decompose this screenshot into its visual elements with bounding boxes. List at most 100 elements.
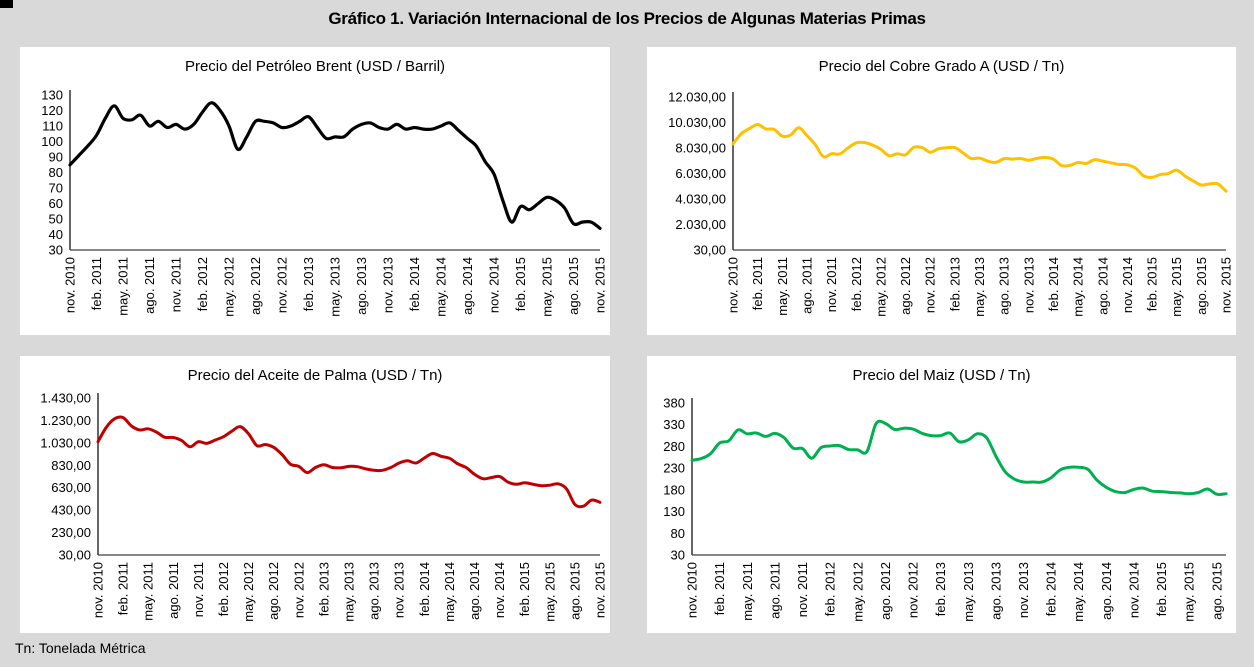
- x-tick-label: may. 2013: [961, 562, 976, 622]
- y-tick-label: 630,00: [51, 480, 91, 495]
- x-tick-label: may. 2012: [873, 257, 888, 317]
- x-tick-label: nov. 2013: [1021, 257, 1036, 313]
- x-tick-label: may. 2012: [241, 562, 256, 622]
- y-tick-label: 430,00: [51, 503, 91, 518]
- x-tick-label: feb. 2011: [116, 562, 131, 615]
- x-tick-label: nov. 2011: [191, 562, 206, 617]
- y-tick-label: 830,00: [51, 458, 91, 473]
- x-tick-label: nov. 2012: [291, 562, 306, 618]
- palma-chart-panel: Precio del Aceite de Palma (USD / Tn) 1.…: [20, 356, 610, 633]
- brent-chart-title: Precio del Petróleo Brent (USD / Barril): [184, 58, 446, 75]
- maiz-chart-title: Precio del Maiz (USD / Tn): [852, 367, 1031, 384]
- x-tick-label: feb. 2014: [1046, 257, 1061, 311]
- maiz-chart-panel: Precio del Maiz (USD / Tn) 380 330 280 230 1…: [647, 356, 1236, 633]
- x-tick-label: may. 2014: [1071, 562, 1086, 622]
- x-tick-label: nov. 2011: [169, 257, 184, 312]
- y-tick-label: 330: [663, 417, 685, 432]
- x-tick-label: may. 2015: [540, 257, 555, 317]
- x-tick-label: ago. 2011: [800, 257, 815, 314]
- x-tick-label: ago. 2013: [367, 562, 382, 620]
- x-tick-label: ago. 2015: [1194, 257, 1209, 315]
- x-tick-label: feb. 2011: [750, 257, 765, 310]
- x-tick-label: feb. 2014: [1044, 562, 1059, 616]
- x-tick-label: nov. 2015: [593, 257, 608, 313]
- x-tick-label: feb. 2015: [1154, 562, 1169, 616]
- y-tick-label: 4.030,00: [675, 192, 726, 207]
- y-tick-label: 230: [663, 461, 685, 476]
- y-tick-label: 180: [663, 482, 685, 497]
- x-tick-label: nov. 2012: [923, 257, 938, 313]
- y-tick-label: 6.030,00: [675, 166, 726, 181]
- x-tick-label: nov. 2014: [487, 257, 502, 313]
- x-tick-label: may. 2011: [141, 562, 156, 621]
- x-tick-label: feb. 2015: [1145, 257, 1160, 311]
- x-tick-label: feb. 2013: [316, 562, 331, 616]
- x-tick-label: ago. 2013: [988, 562, 1003, 620]
- x-tick-label: ago. 2012: [898, 257, 913, 315]
- y-tick-label: 30,00: [58, 548, 91, 563]
- y-tick-label: 110: [42, 119, 63, 134]
- x-tick-label: may. 2011: [775, 257, 790, 316]
- y-tick-label: 70: [49, 181, 63, 196]
- x-tick-label: ago. 2013: [997, 257, 1012, 315]
- x-tick-label: ago. 2015: [1209, 562, 1224, 620]
- x-tick-label: nov. 2010: [685, 562, 700, 618]
- y-tick-label: 80: [671, 526, 685, 541]
- y-tick-label: 100: [41, 134, 63, 149]
- y-tick-label: 1.230,00: [40, 413, 91, 428]
- y-tick-label: 2.030,00: [675, 217, 726, 232]
- y-tick-label: 1.030,00: [40, 435, 91, 450]
- x-tick-label: may. 2014: [442, 562, 457, 622]
- x-tick-label: nov. 2015: [593, 562, 608, 618]
- x-tick-label: nov. 2013: [392, 562, 407, 618]
- screenshot-corner-artifact: [0, 0, 13, 8]
- x-tick-label: ago. 2013: [354, 257, 369, 315]
- x-tick-label: nov. 2010: [63, 257, 78, 313]
- x-tick-label: nov. 2010: [91, 562, 106, 618]
- brent-chart-panel: Precio del Petróleo Brent (USD / Barril)…: [20, 47, 610, 335]
- x-tick-label: ago. 2011: [166, 562, 181, 619]
- y-tick-label: 280: [663, 439, 685, 454]
- palma-data-line: [96, 415, 602, 509]
- maiz-data-line: [690, 419, 1228, 496]
- x-tick-label: feb. 2015: [513, 257, 528, 311]
- x-tick-label: feb. 2013: [947, 257, 962, 311]
- x-tick-label: ago. 2015: [566, 257, 581, 315]
- y-tick-label: 1.430,00: [40, 391, 91, 406]
- x-tick-label: nov. 2014: [1120, 257, 1135, 313]
- y-tick-label: 50: [49, 212, 63, 227]
- x-tick-label: nov. 2011: [795, 562, 810, 617]
- y-tick-label: 130: [41, 88, 63, 103]
- y-tick-label: 8.030,00: [675, 141, 726, 156]
- x-tick-label: feb. 2015: [517, 562, 532, 616]
- x-tick-label: ago. 2014: [1095, 257, 1110, 315]
- cobre-data-line: [731, 123, 1228, 193]
- x-tick-label: may. 2012: [222, 257, 237, 317]
- y-tick-label: 90: [49, 150, 63, 165]
- x-tick-label: ago. 2014: [467, 562, 482, 620]
- y-tick-label: 40: [49, 227, 63, 242]
- y-tick-label: 80: [49, 165, 63, 180]
- y-tick-label: 12.030,00: [668, 90, 726, 105]
- brent-data-line: [68, 101, 602, 230]
- x-tick-label: feb. 2012: [216, 562, 231, 616]
- y-tick-label: 30,00: [693, 243, 726, 258]
- palma-chart-title: Precio del Aceite de Palma (USD / Tn): [187, 367, 443, 384]
- cobre-chart-title: Precio del Cobre Grado A (USD / Tn): [818, 58, 1065, 75]
- x-tick-label: nov. 2013: [1016, 562, 1031, 618]
- x-tick-label: nov. 2012: [906, 562, 921, 618]
- x-tick-label: may. 2012: [850, 562, 865, 622]
- footnote-tn-definition: Tn: Tonelada Métrica: [15, 640, 146, 656]
- x-tick-label: nov. 2014: [1126, 562, 1141, 618]
- x-tick-label: may. 2011: [740, 562, 755, 621]
- y-tick-label: 10.030,00: [668, 115, 726, 130]
- x-tick-label: may. 2013: [342, 562, 357, 622]
- y-tick-label: 30: [671, 548, 685, 563]
- y-tick-label: 130: [663, 504, 685, 519]
- x-tick-label: ago. 2011: [142, 257, 157, 314]
- x-tick-label: ago. 2014: [460, 257, 475, 315]
- x-tick-label: feb. 2012: [849, 257, 864, 311]
- x-tick-label: nov. 2011: [824, 257, 839, 312]
- y-tick-label: 380: [663, 396, 685, 411]
